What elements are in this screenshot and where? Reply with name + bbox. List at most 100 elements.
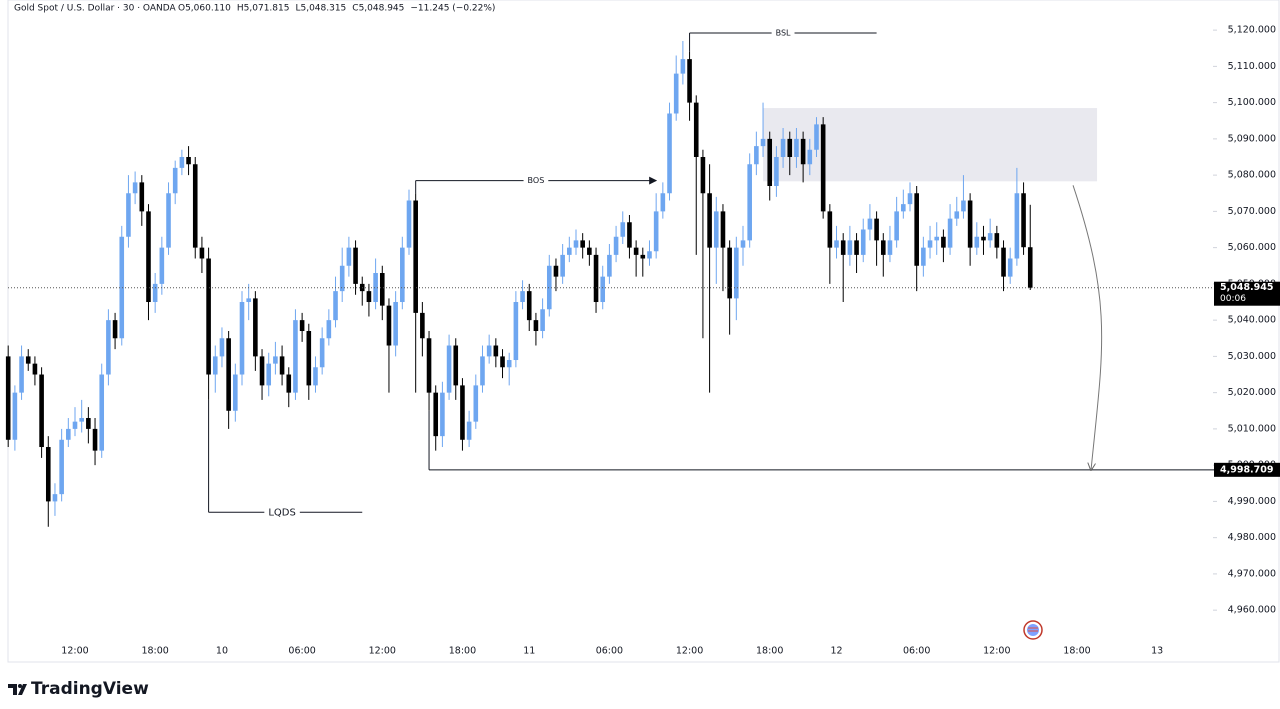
candle-body xyxy=(967,200,973,248)
candle-body xyxy=(212,356,218,375)
y-tick-label: 5,020.000 xyxy=(1228,387,1276,398)
candle-body xyxy=(126,193,131,237)
candle-body xyxy=(627,222,632,248)
annotation-label-bg xyxy=(523,174,549,187)
candle-body xyxy=(587,247,592,255)
annotation-label-bg xyxy=(264,506,300,519)
candle-body xyxy=(279,356,285,375)
candle-body xyxy=(12,392,18,440)
candle-body xyxy=(740,240,746,248)
candle-body xyxy=(99,374,105,451)
candle-body xyxy=(493,345,499,357)
x-tick-label: 12:00 xyxy=(61,646,88,657)
candle-body xyxy=(526,291,532,321)
candle-body xyxy=(45,447,51,502)
candle-body xyxy=(613,236,619,255)
candle-body xyxy=(32,363,38,375)
candle-body xyxy=(693,102,699,157)
candle-body xyxy=(807,149,813,165)
x-tick-label: 18:00 xyxy=(449,646,476,657)
candle-body xyxy=(506,360,512,368)
x-tick-label: 13 xyxy=(1151,646,1163,657)
brand-logo: TradingView xyxy=(8,679,149,699)
candle-body xyxy=(273,356,278,364)
x-tick-label: 18:00 xyxy=(756,646,783,657)
y-tick-label: 4,970.000 xyxy=(1228,568,1276,579)
last-price-badge xyxy=(1214,281,1280,306)
candle-body xyxy=(840,240,846,255)
y-tick-label: 5,010.000 xyxy=(1228,423,1276,434)
candle-body xyxy=(540,309,545,332)
candle-body xyxy=(440,392,445,437)
candle-body xyxy=(660,193,666,212)
candle-body xyxy=(393,302,398,346)
candle-body xyxy=(219,338,225,357)
candle-body xyxy=(132,182,138,194)
candle-body xyxy=(406,200,412,248)
brand-icon-dot xyxy=(18,684,22,688)
candle-body xyxy=(894,211,899,241)
candle-body xyxy=(914,193,919,266)
candle-body xyxy=(994,233,1000,248)
candle-body xyxy=(713,211,719,248)
candle-body xyxy=(92,428,98,451)
target-price-label: 4,998.709 xyxy=(1220,464,1274,475)
candle-body xyxy=(961,200,966,212)
brand-name: TradingView xyxy=(31,679,149,699)
candle-body xyxy=(880,240,886,255)
candle-body xyxy=(239,302,245,375)
candle-body xyxy=(546,265,552,310)
candle-body xyxy=(152,283,158,303)
candle-body xyxy=(680,59,686,74)
candle-body xyxy=(620,222,626,237)
y-tick-label: 5,120.000 xyxy=(1228,25,1276,36)
candle-body xyxy=(326,320,332,339)
candle-body xyxy=(901,204,906,212)
candle-body xyxy=(1001,247,1006,277)
y-tick-label: 5,080.000 xyxy=(1228,170,1276,181)
candle-body xyxy=(286,374,292,393)
candle-body xyxy=(386,305,392,346)
candle-body xyxy=(119,236,125,339)
candle-body xyxy=(727,247,732,299)
candle-body xyxy=(1014,193,1020,259)
candle-body xyxy=(1027,247,1033,288)
candle-body xyxy=(700,156,706,194)
x-tick-label: 12:00 xyxy=(369,646,396,657)
candle-body xyxy=(673,73,679,114)
candle-body xyxy=(667,113,672,194)
candle-body xyxy=(854,240,859,255)
candle-body xyxy=(787,138,793,157)
candle-body xyxy=(253,298,258,357)
candle-body xyxy=(794,138,799,157)
candle-body xyxy=(299,320,305,332)
candle-body xyxy=(172,167,178,194)
candle-body xyxy=(400,247,405,303)
candle-body xyxy=(19,356,24,393)
candle-body xyxy=(767,138,773,187)
candle-body xyxy=(887,240,893,255)
candle-body xyxy=(640,254,646,259)
x-tick-label: 18:00 xyxy=(141,646,168,657)
candle-body xyxy=(573,240,579,248)
y-tick-label: 5,110.000 xyxy=(1228,61,1276,72)
candle-body xyxy=(907,193,913,205)
candle-body xyxy=(226,338,231,411)
annotation-label-bg xyxy=(771,27,795,40)
candle-body xyxy=(306,331,312,386)
candle-body xyxy=(139,182,145,212)
candle-body xyxy=(607,254,612,277)
candle-body xyxy=(580,240,585,248)
candle-body xyxy=(453,345,459,386)
price-change: −11.245 (−0.22%) xyxy=(410,4,495,14)
candle-body xyxy=(560,254,565,277)
candle-body xyxy=(567,247,572,255)
y-tick-label: 5,030.000 xyxy=(1228,351,1276,362)
annotation-label: LQDS xyxy=(268,507,296,518)
candle-body xyxy=(52,494,58,502)
candle-body xyxy=(259,356,265,386)
x-tick-label: 12:00 xyxy=(676,646,703,657)
x-tick-label: 11 xyxy=(523,646,535,657)
candle-body xyxy=(927,240,933,248)
